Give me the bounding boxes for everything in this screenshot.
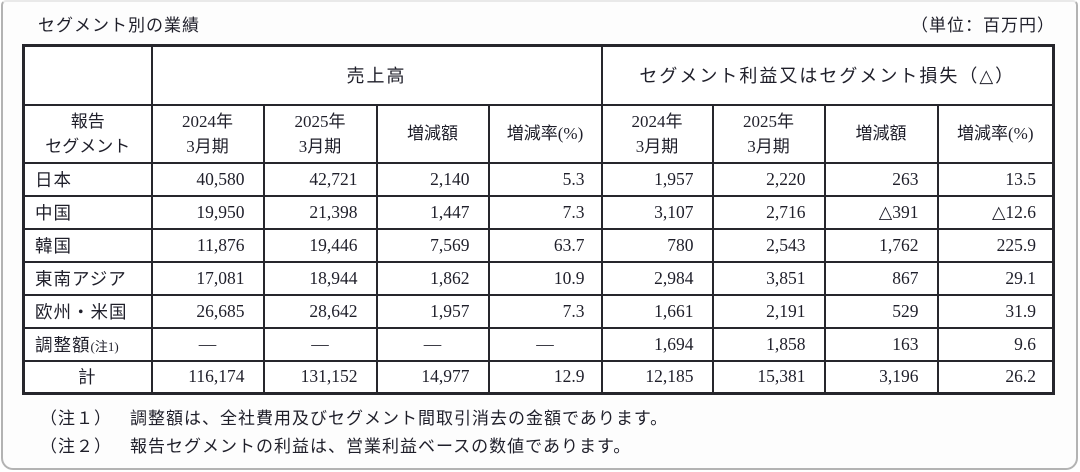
profit-fy2025-header: 2025年 3月期 — [711, 103, 826, 164]
sales-change-rate: 7.3 — [487, 293, 603, 329]
profit-fy2025: 2,220 — [711, 161, 826, 197]
profit-change-amount-header: 増減額 — [823, 103, 939, 164]
sales-change-rate: 5.3 — [487, 161, 603, 197]
sales-change-amount: 1,862 — [375, 260, 490, 296]
sales-change-amount: 1,957 — [375, 293, 490, 329]
segment-label: 調整額(注1) — [22, 326, 153, 362]
sales-change-rate-header: 増減率(%) — [487, 103, 603, 164]
profit-change-rate: 31.9 — [936, 293, 1055, 329]
profit-change-rate: 9.6 — [936, 326, 1055, 362]
sales-fy2024: 116,174 — [150, 359, 265, 395]
profit-fy2024: 780 — [600, 227, 714, 263]
table-row-europe-us: 欧州・米国 26,685 28,642 1,957 7.3 1,661 2,19… — [22, 293, 1055, 329]
profit-fy2025: 2,543 — [711, 227, 826, 263]
sales-fy2024-header: 2024年 3月期 — [150, 103, 265, 164]
document-title: セグメント別の業績 — [38, 15, 200, 35]
profit-fy2025: 2,716 — [711, 194, 826, 230]
profit-change-rate: △12.6 — [936, 194, 1055, 230]
profit-change-amount: 529 — [823, 293, 939, 329]
sales-fy2025: 18,944 — [262, 260, 378, 296]
profit-change-rate: 13.5 — [936, 161, 1055, 197]
profit-change-amount: 1,762 — [823, 227, 939, 263]
sales-change-rate: ― — [487, 326, 603, 362]
sales-change-rate: 63.7 — [487, 227, 603, 263]
sales-fy2025: ― — [262, 326, 378, 362]
profit-change-rate: 225.9 — [936, 227, 1055, 263]
footnote-2-tag: （注２） — [40, 437, 112, 456]
segment-label: 欧州・米国 — [22, 293, 153, 329]
sales-fy2025: 131,152 — [262, 359, 378, 395]
sales-change-amount-header: 増減額 — [375, 103, 490, 164]
footnotes: （注１） 調整額は、全社費用及びセグメント間取引消去の金額であります。 （注２） 報… — [40, 405, 668, 461]
sales-change-amount: 7,569 — [375, 227, 490, 263]
segment-results-table: 売上高 セグメント利益又はセグメント損失（△） 報告 セグメント 2024年 3… — [22, 44, 1056, 395]
profit-change-amount: 867 — [823, 260, 939, 296]
sales-change-rate: 10.9 — [487, 260, 603, 296]
sales-fy2025: 42,721 — [262, 161, 378, 197]
group-header-row: 売上高 セグメント利益又はセグメント損失（△） — [22, 44, 1055, 106]
sales-fy2025: 19,446 — [262, 227, 378, 263]
profit-fy2024: 1,694 — [600, 326, 714, 362]
profit-change-rate: 26.2 — [936, 359, 1055, 395]
corner-cell — [22, 44, 153, 106]
segment-label: 日本 — [22, 161, 153, 197]
footnote-1-tag: （注１） — [40, 409, 112, 428]
segment-label: 東南アジア — [22, 260, 153, 296]
table-row-china: 中国 19,950 21,398 1,447 7.3 3,107 2,716 △… — [22, 194, 1055, 230]
sales-fy2025: 21,398 — [262, 194, 378, 230]
table-row-japan: 日本 40,580 42,721 2,140 5.3 1,957 2,220 2… — [22, 161, 1055, 197]
segment-label: 中国 — [22, 194, 153, 230]
column-header-row: 報告 セグメント 2024年 3月期 2025年 3月期 増減額 増減率(%) … — [22, 103, 1055, 164]
sales-group-header: 売上高 — [150, 44, 603, 106]
profit-change-amount: 163 — [823, 326, 939, 362]
sales-fy2024: 17,081 — [150, 260, 265, 296]
sales-change-amount: 14,977 — [375, 359, 490, 395]
segment-column-header: 報告 セグメント — [22, 103, 153, 164]
profit-change-amount: 3,196 — [823, 359, 939, 395]
profit-fy2025: 15,381 — [711, 359, 826, 395]
sales-change-rate: 12.9 — [487, 359, 603, 395]
sales-fy2024: 11,876 — [150, 227, 265, 263]
sales-fy2024: 19,950 — [150, 194, 265, 230]
table-row-southeast-asia: 東南アジア 17,081 18,944 1,862 10.9 2,984 3,8… — [22, 260, 1055, 296]
profit-fy2024: 2,984 — [600, 260, 714, 296]
segment-label: 韓国 — [22, 227, 153, 263]
profit-fy2024-header: 2024年 3月期 — [600, 103, 714, 164]
segment-label: 計 — [22, 359, 153, 395]
table-row-total: 計 116,174 131,152 14,977 12.9 12,185 15,… — [22, 359, 1055, 395]
footnote-1-text: 調整額は、全社費用及びセグメント間取引消去の金額であります。 — [130, 409, 669, 428]
profit-change-rate-header: 増減率(%) — [936, 103, 1055, 164]
unit-label: （単位：百万円） — [911, 15, 1055, 35]
sales-fy2024: 40,580 — [150, 161, 265, 197]
sales-change-rate: 7.3 — [487, 194, 603, 230]
sales-fy2024: ― — [150, 326, 265, 362]
sales-change-amount: 1,447 — [375, 194, 490, 230]
footnote-2: （注２） 報告セグメントの利益は、営業利益ベースの数値であります。 — [40, 433, 668, 461]
sales-fy2025-header: 2025年 3月期 — [262, 103, 378, 164]
profit-fy2024: 12,185 — [600, 359, 714, 395]
footnote-1: （注１） 調整額は、全社費用及びセグメント間取引消去の金額であります。 — [40, 405, 668, 433]
sales-fy2025: 28,642 — [262, 293, 378, 329]
footnote-2-text: 報告セグメントの利益は、営業利益ベースの数値であります。 — [130, 437, 632, 456]
table-row-adjustments: 調整額(注1) ― ― ― ― 1,694 1,858 163 9.6 — [22, 326, 1055, 362]
profit-fy2025: 3,851 — [711, 260, 826, 296]
profit-fy2025: 2,191 — [711, 293, 826, 329]
sales-change-amount: 2,140 — [375, 161, 490, 197]
header-line: セグメント別の業績 （単位：百万円） — [22, 10, 1055, 36]
table-row-korea: 韓国 11,876 19,446 7,569 63.7 780 2,543 1,… — [22, 227, 1055, 263]
profit-fy2024: 1,661 — [600, 293, 714, 329]
profit-change-amount: △391 — [823, 194, 939, 230]
profit-fy2024: 3,107 — [600, 194, 714, 230]
profit-change-rate: 29.1 — [936, 260, 1055, 296]
sales-change-amount: ― — [375, 326, 490, 362]
profit-change-amount: 263 — [823, 161, 939, 197]
profit-fy2025: 1,858 — [711, 326, 826, 362]
profit-group-header: セグメント利益又はセグメント損失（△） — [600, 44, 1055, 106]
profit-fy2024: 1,957 — [600, 161, 714, 197]
sales-fy2024: 26,685 — [150, 293, 265, 329]
